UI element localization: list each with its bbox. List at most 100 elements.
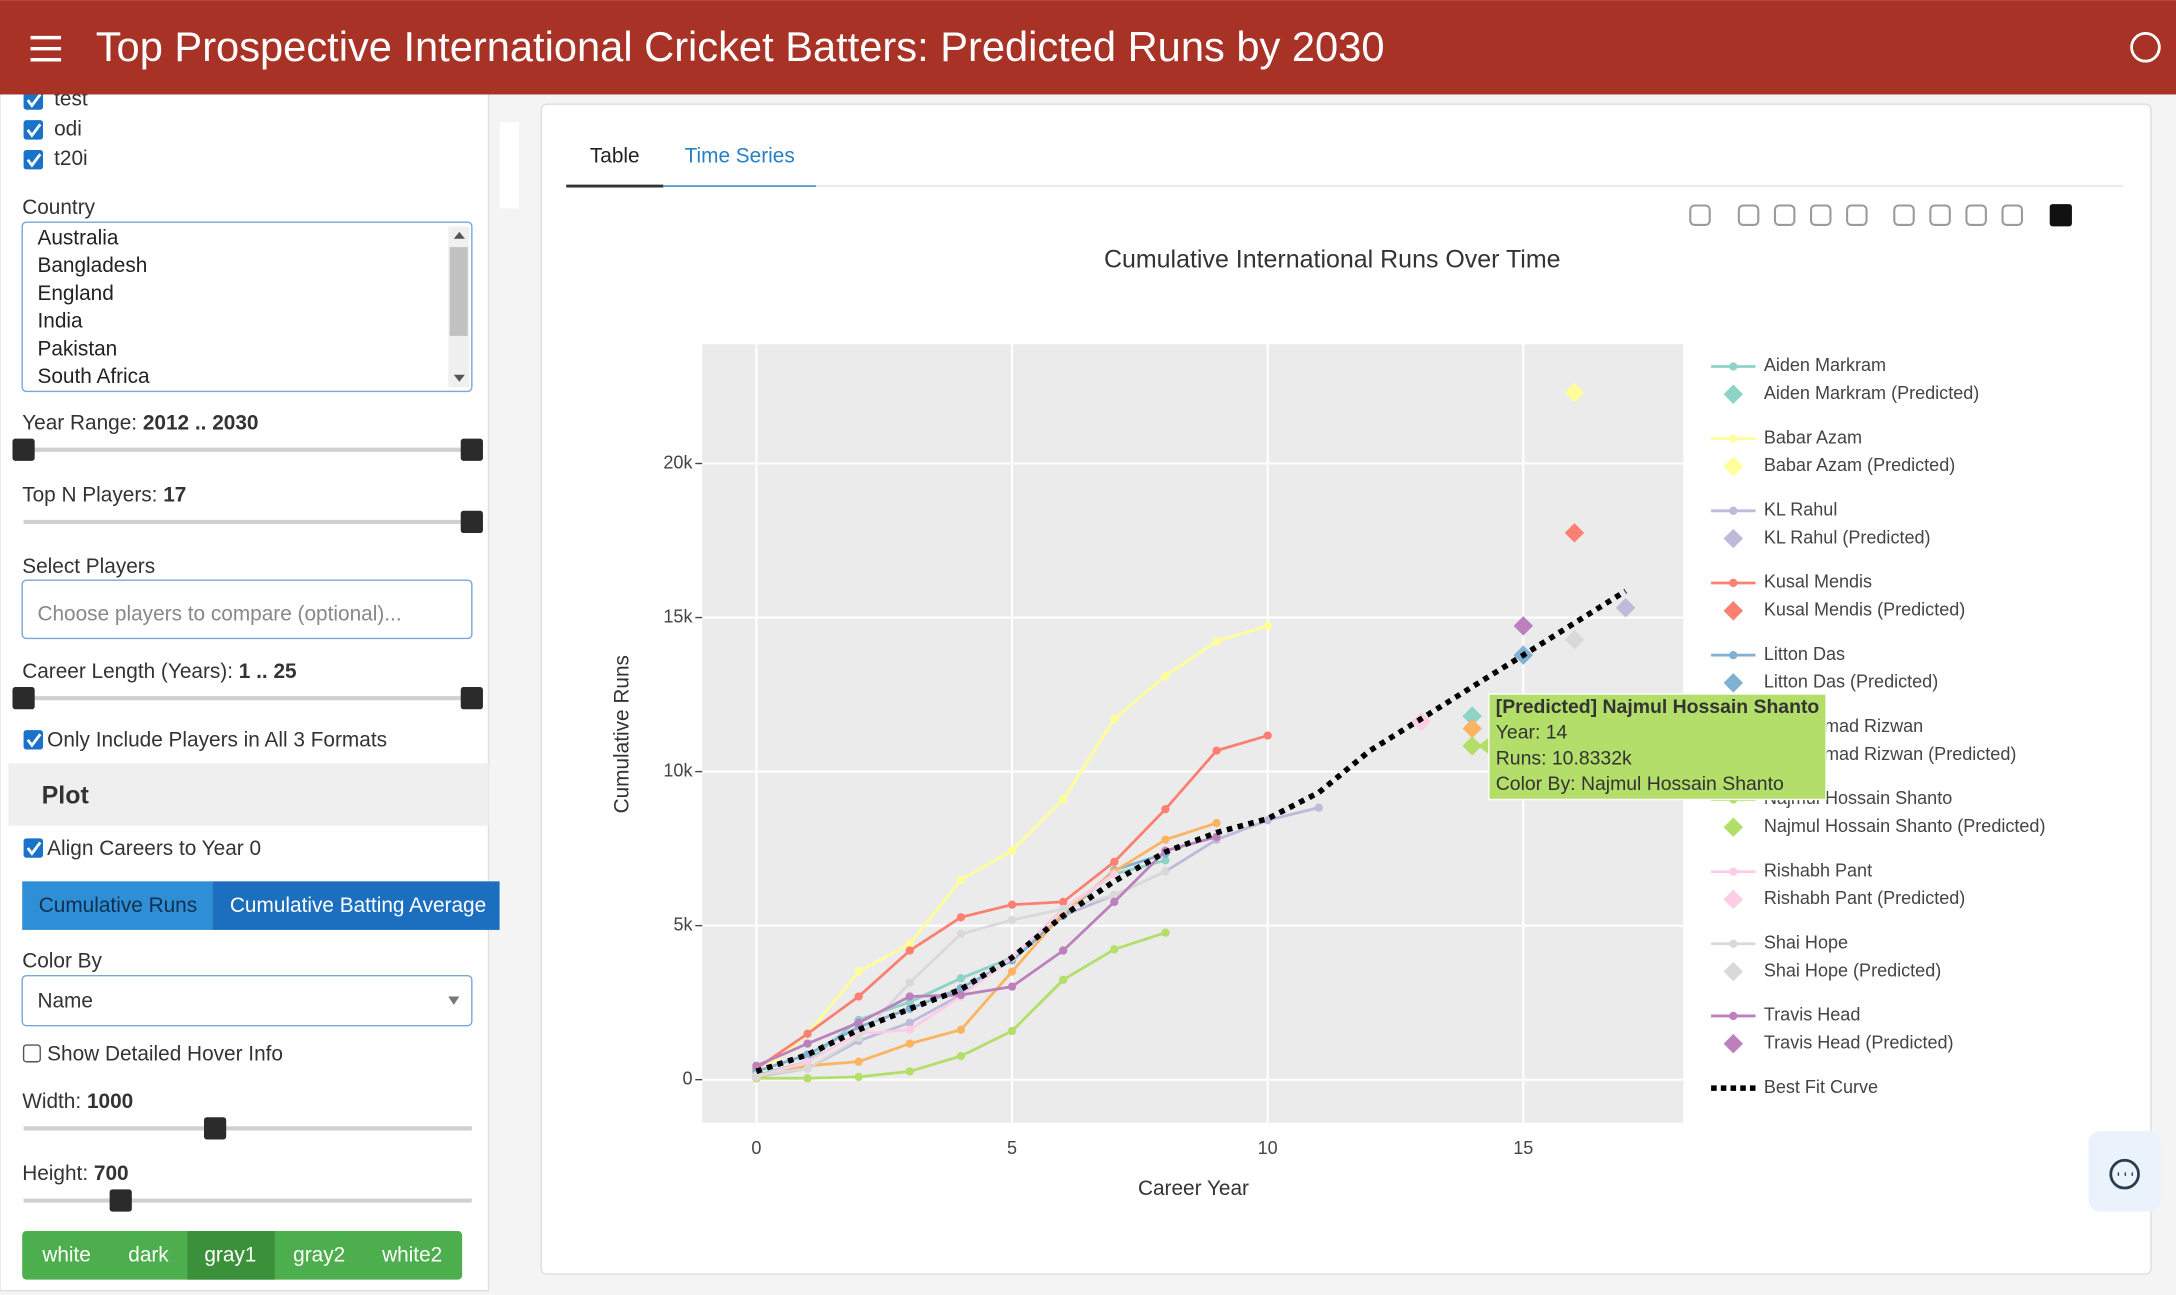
point[interactable] [956,974,966,983]
legend-label[interactable]: Travis Head [1764,1005,1861,1025]
point[interactable] [1059,946,1068,955]
theme-button[interactable]: gray1 [204,1244,256,1267]
chat-button[interactable] [2088,1131,2161,1212]
list-option[interactable]: Australia [37,226,118,249]
point[interactable] [1212,637,1221,646]
modebar-button[interactable] [1689,204,1711,226]
point[interactable] [803,1029,812,1038]
point[interactable] [854,992,863,1001]
point[interactable] [1007,900,1017,909]
checkbox[interactable] [23,120,44,140]
point[interactable] [1007,982,1017,991]
point[interactable] [905,978,914,987]
point[interactable] [1161,671,1170,680]
list-option[interactable]: Bangladesh [37,254,147,277]
slider-handle[interactable] [204,1117,227,1140]
point[interactable] [803,1057,812,1066]
legend-label[interactable]: KL Rahul [1764,500,1838,520]
checkbox[interactable] [22,1044,41,1063]
predicted-point[interactable] [1615,597,1636,618]
checkbox[interactable] [23,149,44,170]
legend-label[interactable]: Travis Head (Predicted) [1764,1032,1954,1052]
legend-label[interactable]: Kusal Mendis [1764,572,1872,592]
point[interactable] [854,967,863,976]
legend-label[interactable]: Rishabh Pant [1764,860,1872,880]
point[interactable] [956,913,966,922]
legend-label[interactable]: Babar Azam [1764,427,1862,447]
modebar-button[interactable] [1893,204,1915,226]
point[interactable] [956,1025,966,1034]
list-option[interactable]: England [37,282,113,305]
legend-label[interactable]: Najmul Hossain Shanto (Predicted) [1764,816,2046,836]
point[interactable] [1161,928,1170,937]
text-input[interactable] [21,579,473,640]
modebar-button[interactable] [1737,204,1760,226]
point[interactable] [905,1018,914,1027]
point[interactable] [1212,818,1221,828]
point[interactable] [854,1072,863,1082]
modebar-button[interactable] [2001,204,2023,226]
theme-button[interactable]: white [41,1244,91,1267]
modebar-logo[interactable] [2049,204,2072,227]
point[interactable] [1161,867,1170,876]
point[interactable] [905,946,914,955]
theme-button[interactable]: dark [128,1244,169,1267]
point[interactable] [1161,805,1170,814]
slider-handle[interactable] [460,510,483,534]
point[interactable] [905,939,914,948]
point[interactable] [905,992,914,1001]
legend-label[interactable]: KL Rahul (Predicted) [1764,527,1931,547]
menu-icon[interactable] [30,35,62,62]
modebar-button[interactable] [1809,204,1832,226]
listbox[interactable] [21,221,473,393]
point[interactable] [1059,897,1068,907]
point[interactable] [1110,945,1119,954]
point[interactable] [905,1025,914,1034]
point[interactable] [956,1051,966,1061]
legend-label[interactable]: Mohammad Rizwan (Predicted) [1764,744,2017,764]
checkbox[interactable] [23,838,44,858]
status-icon[interactable] [2130,32,2161,63]
point[interactable] [1212,746,1221,755]
button-selected[interactable] [22,881,213,930]
point[interactable] [803,1064,812,1073]
legend-label[interactable]: Aiden Markram [1764,355,1886,375]
legend-label[interactable]: Litton Das [1764,644,1845,664]
point[interactable] [1059,904,1068,914]
legend-label[interactable]: Rishabh Pant (Predicted) [1764,888,1965,908]
point[interactable] [1161,835,1170,844]
point[interactable] [1059,795,1068,804]
predicted-point[interactable] [1462,736,1482,756]
point[interactable] [1007,846,1017,855]
point[interactable] [854,1018,863,1027]
list-option[interactable]: India [37,310,83,333]
modebar-button[interactable] [1846,204,1868,226]
slider-handle[interactable] [460,687,483,710]
point[interactable] [1110,870,1119,879]
button[interactable] [212,881,500,930]
point[interactable] [1110,890,1119,900]
predicted-point[interactable] [1462,718,1482,739]
point[interactable] [956,875,966,884]
point[interactable] [803,1074,812,1083]
point[interactable] [1263,731,1272,740]
point[interactable] [1314,803,1323,812]
select[interactable] [21,975,473,1027]
modebar-button[interactable] [1965,204,1987,226]
point[interactable] [854,1057,863,1066]
point[interactable] [1110,897,1119,907]
point[interactable] [1007,1026,1017,1036]
legend-label[interactable]: Aiden Markram (Predicted) [1764,383,1979,403]
point[interactable] [1059,975,1068,985]
point[interactable] [1007,915,1017,925]
button-selected[interactable] [187,1231,275,1280]
list-option[interactable]: Pakistan [37,337,117,360]
slider-handle[interactable] [12,687,35,710]
point[interactable] [905,1067,914,1076]
point[interactable] [956,990,966,1000]
legend-label[interactable]: Shai Hope (Predicted) [1764,960,1941,980]
tab[interactable]: Table [590,144,640,167]
slider-handle[interactable] [109,1189,132,1212]
point[interactable] [1263,621,1272,631]
legend-label[interactable]: Shai Hope [1764,933,1848,953]
